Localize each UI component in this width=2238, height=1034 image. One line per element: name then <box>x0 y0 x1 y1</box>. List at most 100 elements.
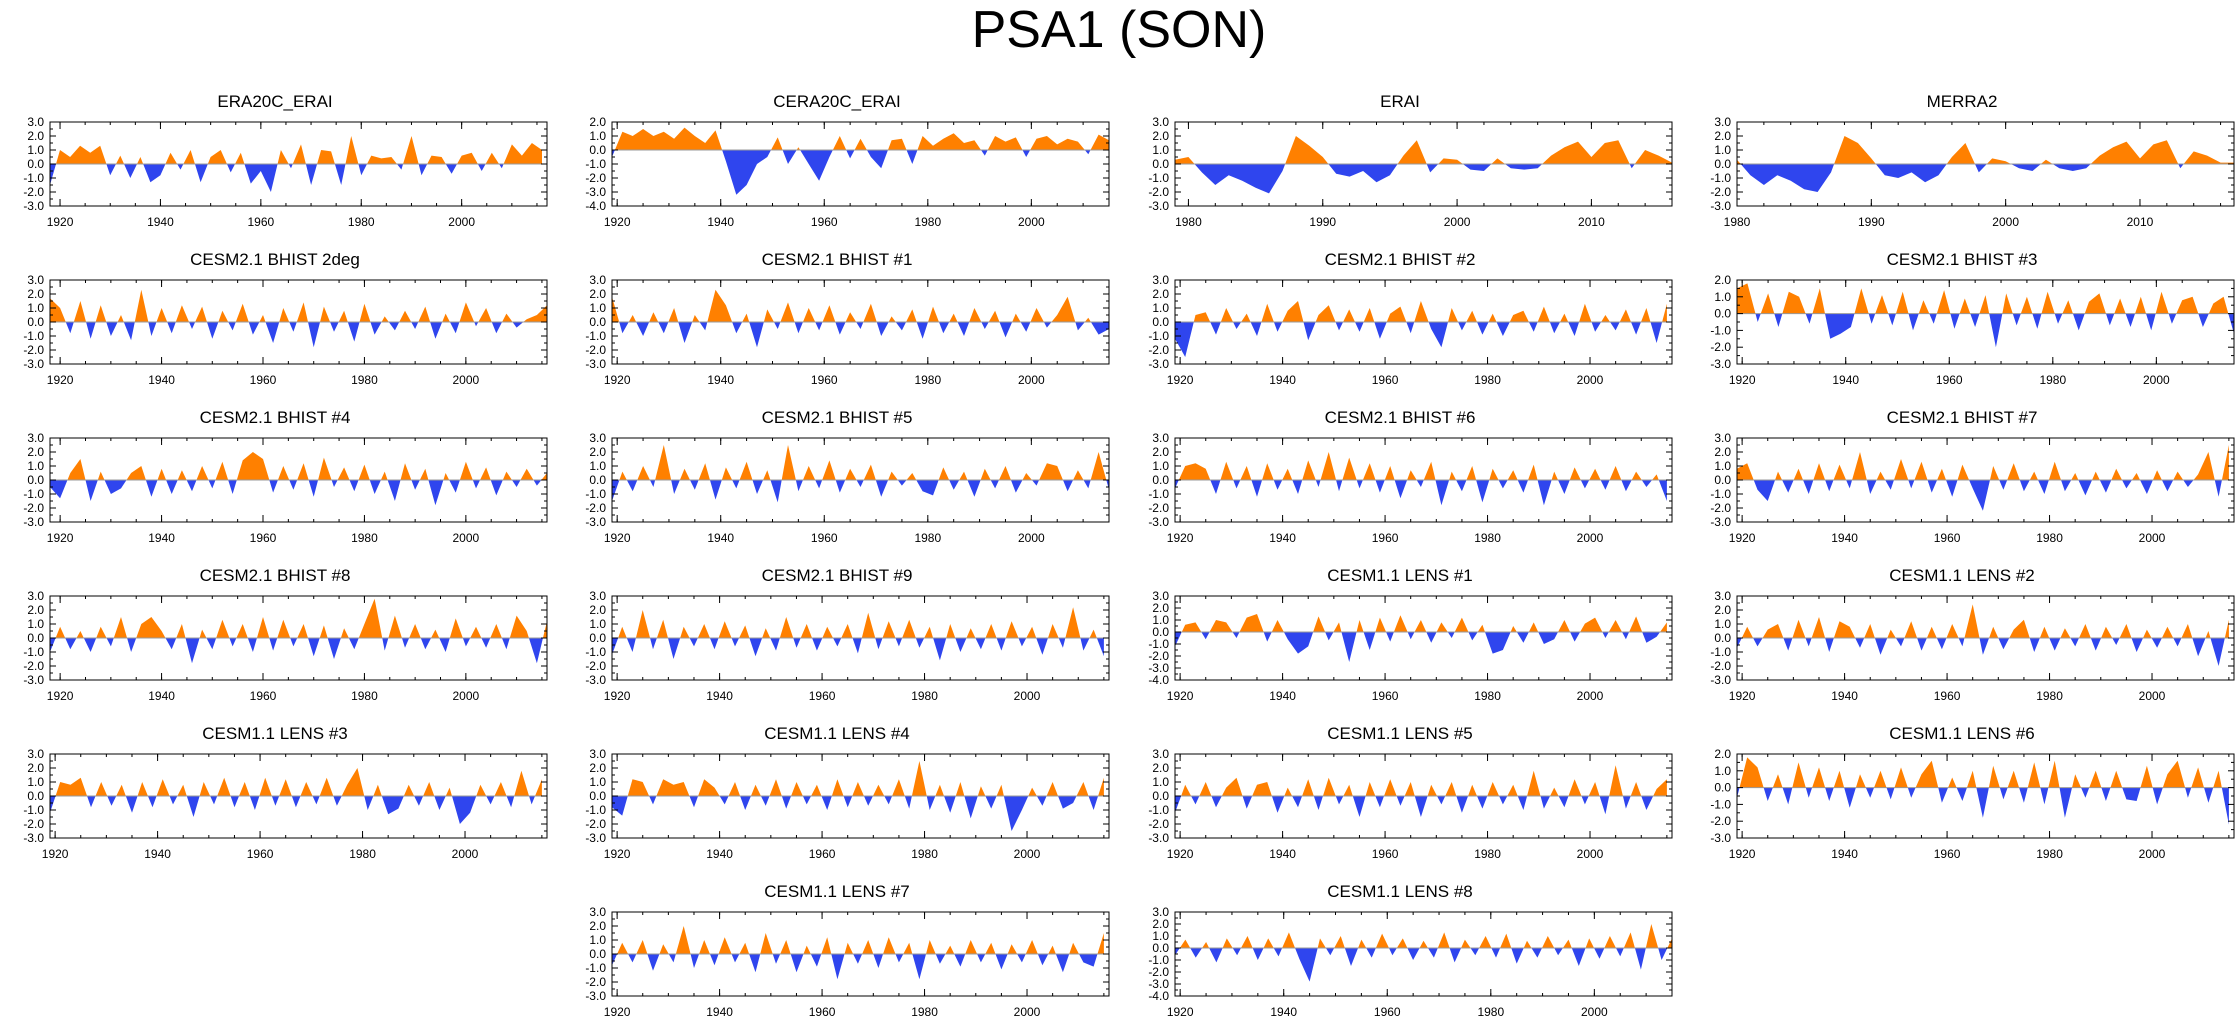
panel-title: CESM2.1 BHIST #5 <box>761 408 913 427</box>
x-tick-label: 1920 <box>47 373 74 387</box>
y-tick-label: -1.0 <box>585 329 606 343</box>
chart-panel: CESM1.1 LENS #6 2.0 1.0 0.0 -1.0 -2.0 -3.0 1920… <box>1687 724 2237 874</box>
y-tick-label: 1.0 <box>27 617 44 631</box>
y-tick-label: -3.0 <box>1148 831 1169 845</box>
y-tick-label: 0.0 <box>1152 315 1169 329</box>
positive-area <box>612 127 1109 150</box>
y-tick-label: -2.0 <box>585 171 606 185</box>
y-tick-label: 0.0 <box>27 157 44 171</box>
plot-frame <box>611 279 1110 365</box>
x-tick-label: 1980 <box>1474 373 1501 387</box>
y-tick-label: 0.0 <box>1152 941 1169 955</box>
x-tick-label: 2000 <box>1014 847 1041 861</box>
plot-frame <box>49 279 548 365</box>
area-chart: 2.0 1.0 0.0 -1.0 -2.0 -3.0 1920 1940 1960 1980 200… <box>1710 747 2235 861</box>
y-tick-label: -3.0 <box>23 357 44 371</box>
x-tick-label: 2000 <box>1577 847 1604 861</box>
positive-area <box>612 445 1109 480</box>
x-tick-label: 2000 <box>1577 689 1604 703</box>
area-chart: 3.02.01.00.0-1.0-2.0-3.0 1920 1940 1960 1980… <box>585 747 1110 861</box>
x-tick-label: 1980 <box>914 531 941 545</box>
x-tick-label: 1940 <box>707 373 734 387</box>
y-tick-label: -3.0 <box>1710 357 1731 371</box>
y-tick-label: -3.0 <box>23 673 44 687</box>
y-tick-label: -3.0 <box>1710 515 1731 529</box>
x-tick-label: 1960 <box>250 689 277 703</box>
y-tick-label: -2.0 <box>23 185 44 199</box>
chart-panel: CESM2.1 BHIST 2deg 3.0 2.0 1.0 0.0 -1.0 -2.0 -3… <box>0 250 550 400</box>
y-tick-label: 3.0 <box>27 431 44 445</box>
negative-area <box>1737 638 2229 666</box>
x-tick-label: 1980 <box>2039 373 2066 387</box>
panel-title: MERRA2 <box>1926 92 1998 111</box>
y-tick-label: -1.0 <box>23 171 44 185</box>
y-tick-label: 2.0 <box>27 445 44 459</box>
chart-panel: CESM2.1 BHIST #6 3.0 2.0 1.0 0.0 -1.0 -2.0 -3.0… <box>1125 408 1675 558</box>
y-tick-label: -2.0 <box>585 817 606 831</box>
y-tick-label: -1.0 <box>585 803 606 817</box>
y-tick-label: 0.0 <box>27 789 44 803</box>
x-tick-label: 1980 <box>2036 531 2063 545</box>
y-tick-label: -1.0 <box>585 487 606 501</box>
area-chart: 3.02.01.00.0-1.0-2.0-3.0 1920 1940 1960 1980… <box>1710 431 2235 545</box>
x-tick-label: 1920 <box>1167 373 1194 387</box>
chart-panel: CESM1.1 LENS #3 3.0 2.0 1.0 0.0 -1.0 -2.0 -3.0 1… <box>0 724 550 874</box>
y-tick-label: -2.0 <box>585 343 606 357</box>
plot-frame <box>1736 437 2235 523</box>
x-tick-label: 1920 <box>1729 531 1756 545</box>
x-tick-label: 1980 <box>911 689 938 703</box>
x-tick-label: 1960 <box>1372 689 1399 703</box>
y-tick-label: -2.0 <box>1148 501 1169 515</box>
x-tick-label: 1920 <box>604 689 631 703</box>
x-tick-label: 1940 <box>148 373 175 387</box>
x-tick-label: 1960 <box>811 531 838 545</box>
y-tick-label: -1.0 <box>1710 645 1731 659</box>
y-tick-label: 0.0 <box>589 473 606 487</box>
x-tick-label: 2000 <box>2143 373 2170 387</box>
x-tick-label: 1960 <box>250 373 277 387</box>
positive-area <box>612 289 1109 322</box>
x-tick-label: 1980 <box>1474 531 1501 545</box>
y-tick-label: -2.0 <box>1710 659 1731 673</box>
y-tick-label: -4.0 <box>1148 989 1169 1003</box>
chart-panel: CESM1.1 LENS #7 3.0 2.0 1.0 0.0 -1.0 -2.0 -3.0 1… <box>562 882 1112 1032</box>
panel-title: CESM2.1 BHIST #8 <box>199 566 351 585</box>
x-tick-label: 1940 <box>1269 689 1296 703</box>
x-tick-label: 1920 <box>47 215 74 229</box>
panel-title: CESM1.1 LENS #8 <box>1327 882 1473 901</box>
x-tick-label: 1980 <box>1474 689 1501 703</box>
negative-area <box>50 796 542 824</box>
plot-frame <box>611 437 1110 523</box>
plot-frame <box>1174 911 1673 997</box>
x-tick-label: 1960 <box>1372 847 1399 861</box>
plot-frame <box>611 753 1110 839</box>
x-tick-label: 1920 <box>604 215 631 229</box>
y-tick-label: -1.0 <box>1148 803 1169 817</box>
y-tick-label: -2.0 <box>1148 817 1169 831</box>
y-tick-label: -3.0 <box>585 357 606 371</box>
x-tick-label: 1920 <box>604 531 631 545</box>
negative-area <box>1737 480 2229 511</box>
y-tick-label: 3.0 <box>1714 589 1731 603</box>
y-tick-label: 2.0 <box>589 115 606 129</box>
panel-title: CESM1.1 LENS #6 <box>1889 724 2035 743</box>
x-tick-label: 2010 <box>1578 215 1605 229</box>
x-tick-label: 1920 <box>47 689 74 703</box>
x-tick-label: 1980 <box>1175 215 1202 229</box>
y-tick-label: 2.0 <box>589 287 606 301</box>
panel-title: CESM1.1 LENS #1 <box>1327 566 1473 585</box>
y-tick-label: -2.0 <box>1710 501 1731 515</box>
y-tick-label: -1.0 <box>1148 637 1169 651</box>
x-tick-label: 2000 <box>1581 1005 1608 1019</box>
y-tick-label: 0.0 <box>1714 781 1731 795</box>
area-chart: 2.01.00.0-1.0-2.0-3.0-4.0 1920 1940 1960 198… <box>585 115 1110 229</box>
y-tick-label: 2.0 <box>589 919 606 933</box>
x-tick-label: 2000 <box>452 847 479 861</box>
y-tick-label: 2.0 <box>1152 287 1169 301</box>
plot-frame <box>611 595 1110 681</box>
negative-area <box>1737 787 2229 825</box>
y-tick-label: 1.0 <box>1714 459 1731 473</box>
y-tick-label: -1.0 <box>1148 487 1169 501</box>
y-tick-label: -3.0 <box>1710 673 1731 687</box>
y-tick-label: -3.0 <box>1148 515 1169 529</box>
